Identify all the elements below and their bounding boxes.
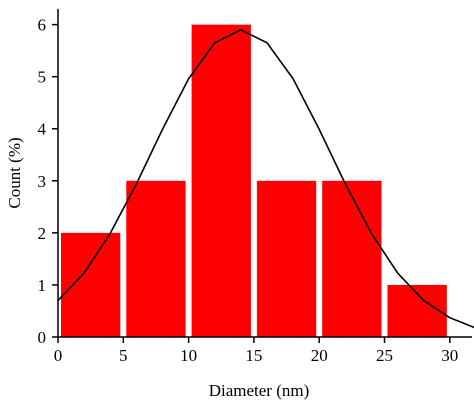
bar <box>61 232 121 337</box>
y-tick-label: 5 <box>38 68 47 87</box>
x-tick-label: 30 <box>441 346 458 365</box>
fit-curve <box>57 28 474 329</box>
bar <box>322 180 382 337</box>
y-tick-label: 0 <box>38 328 47 347</box>
x-tick-label: 10 <box>180 346 197 365</box>
x-tick-label: 15 <box>245 346 262 365</box>
x-tick-label: 20 <box>311 346 328 365</box>
bar <box>256 180 317 337</box>
y-axis-label: Count (%) <box>5 137 24 208</box>
x-tick-label: 25 <box>376 346 393 365</box>
x-tick-label: 5 <box>119 346 128 365</box>
bar <box>191 24 251 337</box>
y-tick-label: 4 <box>38 120 47 139</box>
x-tick-label: 0 <box>54 346 63 365</box>
bar <box>126 180 186 337</box>
y-tick-label: 6 <box>38 16 47 35</box>
y-tick-label: 2 <box>38 224 47 243</box>
y-tick-label: 1 <box>38 276 47 295</box>
x-axis-label: Diameter (nm) <box>209 381 310 400</box>
y-tick-label: 3 <box>38 172 47 191</box>
